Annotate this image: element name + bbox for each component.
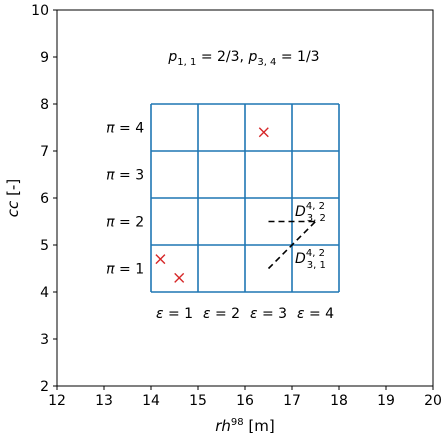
x-marker-stroke	[174, 272, 185, 283]
y-tick-label: 2	[40, 379, 49, 395]
x-tick-label: 18	[330, 393, 348, 409]
d31-label: D3, 14, 2	[295, 248, 326, 271]
grid-layer	[150, 103, 340, 293]
epsilon-label: ε = 1	[156, 306, 193, 322]
x-tick-label: 19	[377, 393, 395, 409]
probability-annotation: p1, 1 = 2/3, p3, 4 = 1/3	[167, 49, 319, 68]
y-axis-label: cc [-]	[4, 179, 22, 217]
x-axis-label: rh98 [m]	[215, 417, 275, 435]
ticks-layer: 12 13 14 15 16 17 18 19 20 2 3 4 5 6 7 8 9 10	[31, 3, 442, 409]
pi-label: π = 4	[106, 121, 144, 137]
epsilon-label: ε = 2	[203, 306, 240, 322]
pi-label: π = 1	[106, 262, 144, 278]
dashed-line	[267, 220, 317, 270]
epsilon-labels: ε = 1 ε = 2 ε = 3 ε = 4	[156, 306, 334, 322]
x-tick-label: 17	[283, 393, 301, 409]
x-tick-label: 20	[424, 393, 442, 409]
y-tick-label: 10	[31, 3, 49, 19]
x-marker-stroke	[155, 254, 166, 265]
dashed-lines-layer	[267, 220, 317, 270]
y-tick-label: 5	[40, 238, 49, 254]
y-tick-label: 3	[40, 332, 49, 348]
x-tick-label: 13	[95, 393, 113, 409]
x-tick-label: 15	[189, 393, 207, 409]
x-marker	[155, 254, 166, 265]
markers-layer	[155, 127, 269, 283]
x-marker-stroke	[258, 127, 269, 138]
y-tick-label: 7	[40, 144, 49, 160]
pi-label: π = 3	[106, 168, 144, 184]
epsilon-label: ε = 4	[297, 306, 334, 322]
x-tick-label: 14	[142, 393, 160, 409]
x-tick-label: 12	[48, 393, 66, 409]
y-tick-label: 4	[40, 285, 49, 301]
y-tick-label: 6	[40, 191, 49, 207]
y-tick-label: 8	[40, 97, 49, 113]
pi-label: π = 2	[106, 215, 144, 231]
pi-labels: π = 4 π = 3 π = 2 π = 1	[106, 121, 144, 278]
y-tick-label: 9	[40, 50, 49, 66]
x-tick-label: 16	[236, 393, 254, 409]
x-marker	[258, 127, 269, 138]
epsilon-label: ε = 3	[250, 306, 287, 322]
d32-label: D3, 24, 2	[295, 201, 326, 224]
x-marker	[174, 272, 185, 283]
